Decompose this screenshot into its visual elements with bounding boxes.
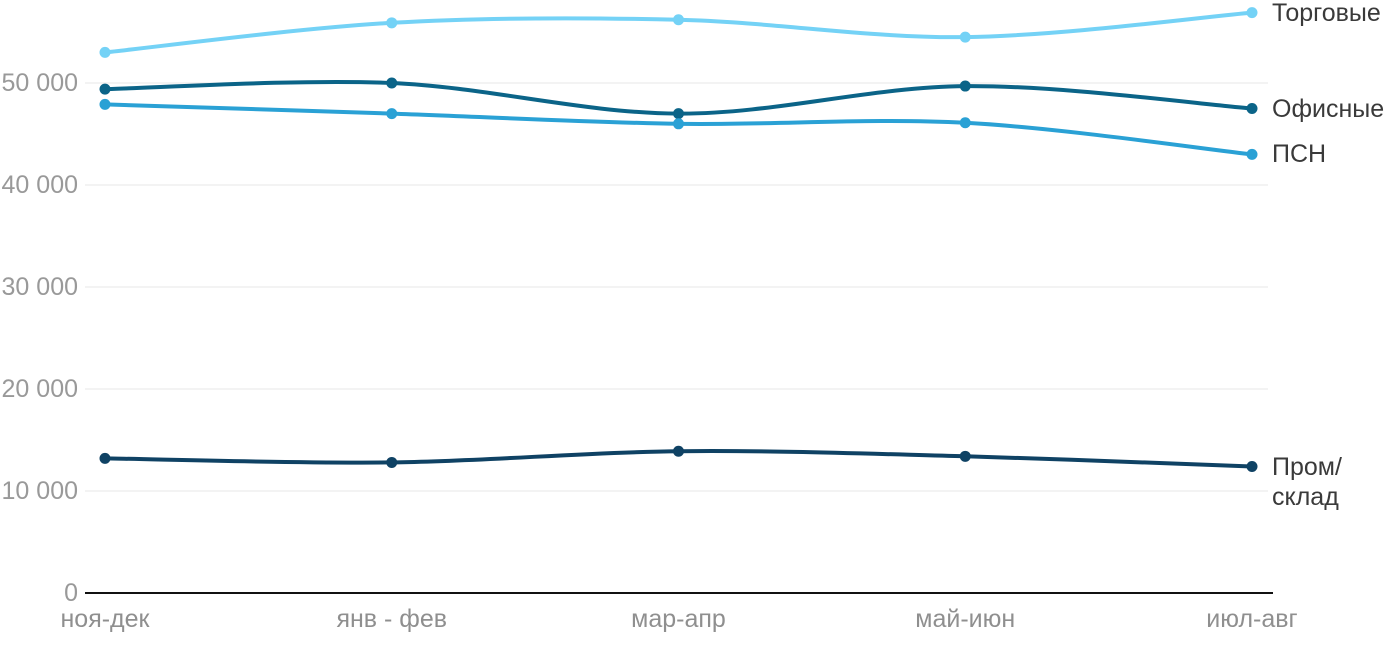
series-label: Пром/ — [1272, 452, 1342, 481]
data-point — [386, 456, 398, 468]
y-tick-label: 0 — [64, 579, 78, 607]
series-label: ПСН — [1272, 140, 1327, 169]
data-point — [386, 17, 398, 29]
data-point — [959, 31, 971, 43]
y-tick-label: 40 000 — [1, 171, 78, 199]
y-tick-label: 20 000 — [1, 375, 78, 403]
data-point — [673, 108, 684, 120]
x-tick-label: май-июн — [915, 605, 1016, 633]
y-tick-label: 50 000 — [1, 69, 78, 97]
data-point — [386, 108, 398, 120]
data-point — [99, 98, 111, 110]
data-point — [673, 445, 684, 457]
data-point — [959, 80, 971, 92]
data-point — [673, 14, 684, 26]
data-point — [99, 46, 111, 58]
y-tick-label: 30 000 — [1, 273, 78, 301]
series-label: Торговые — [1272, 0, 1381, 27]
data-point — [673, 118, 684, 130]
data-point — [99, 83, 111, 95]
data-point — [1246, 103, 1258, 114]
data-point — [1246, 7, 1258, 19]
data-point — [1246, 461, 1258, 473]
data-point — [959, 450, 971, 462]
y-tick-label: 10 000 — [1, 477, 78, 505]
x-tick-label: мар-апр — [631, 605, 726, 633]
x-tick-label: июл-авг — [1206, 605, 1298, 633]
x-tick-label: ноя-дек — [60, 605, 150, 633]
series-label: склад — [1272, 482, 1339, 511]
series-label: Офисные — [1272, 94, 1385, 123]
data-point — [386, 77, 398, 89]
data-point — [99, 452, 111, 464]
data-point — [1246, 148, 1258, 160]
data-point — [959, 117, 971, 129]
x-tick-label: янв - фев — [336, 605, 448, 633]
